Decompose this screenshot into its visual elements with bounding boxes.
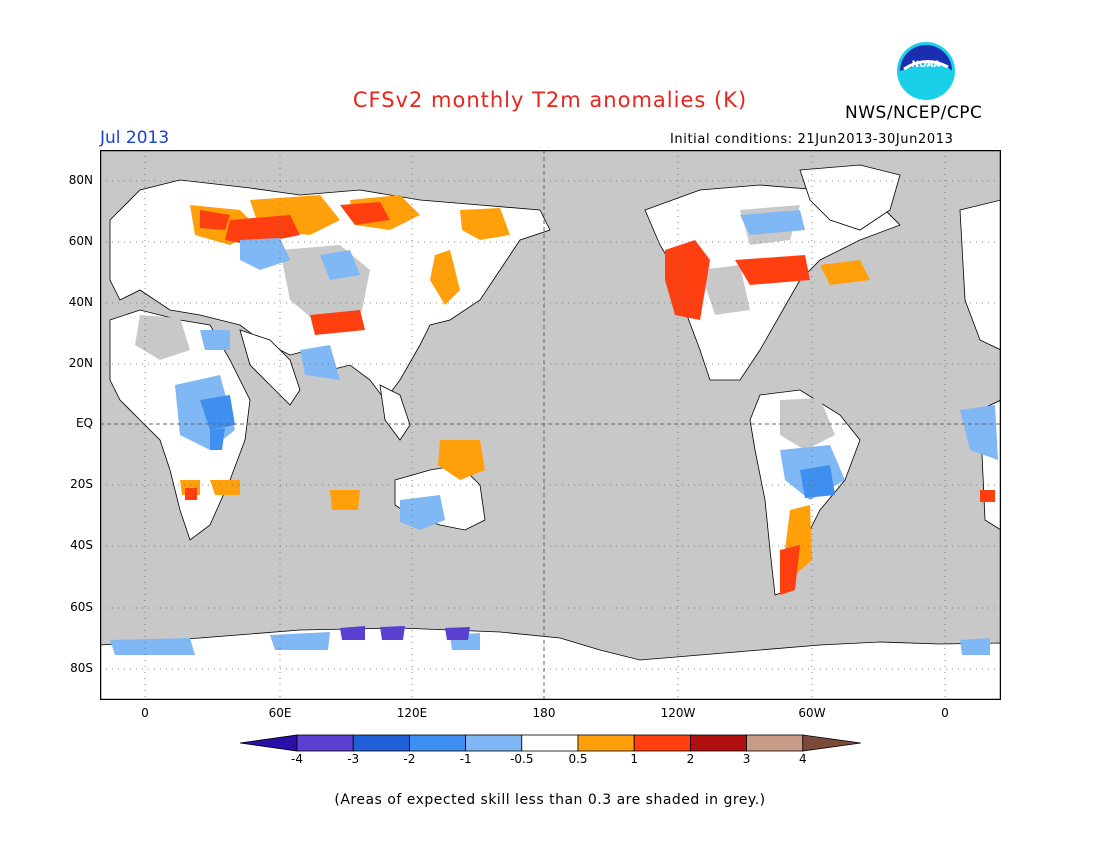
orange-patch-9 — [460, 208, 510, 240]
colorbar-tick-label: 2 — [686, 752, 695, 766]
lightblue-patch-29 — [300, 345, 340, 380]
red-patch-22 — [735, 255, 810, 285]
lightblue-patch-35 — [110, 638, 195, 655]
skill-note: (Areas of expected skill less than 0.3 a… — [334, 792, 766, 808]
longitude-label: 60E — [268, 706, 292, 720]
se-asia-land — [379, 384, 411, 441]
month-label: Jul 2013 — [100, 128, 170, 148]
red-patch-19 — [340, 202, 390, 225]
orange-patch-16 — [820, 260, 870, 285]
colorbar-tick-label: -3 — [347, 752, 360, 766]
anomaly-patches — [110, 195, 998, 655]
latitude-label: 60S — [70, 600, 93, 614]
colorbar-segment — [296, 734, 354, 752]
chart-title: CFSv2 monthly T2m anomalies (K) — [352, 88, 748, 112]
latitude-label: 20N — [68, 356, 93, 370]
colorbar-tick-label: -2 — [403, 752, 416, 766]
europe-east-edge-land — [959, 199, 1001, 351]
longitude-label: 0 — [941, 706, 949, 720]
colorbar-tick-label: 3 — [742, 752, 751, 766]
colorbar-left-arrow — [240, 734, 298, 752]
latitude-label: 80N — [68, 173, 93, 187]
orange-patch-11 — [438, 440, 485, 480]
lightblue-patch-30 — [400, 495, 445, 530]
red-patch-23 — [780, 545, 800, 595]
colorbar — [240, 734, 861, 752]
red-patch-25 — [980, 490, 995, 502]
colorbar-tick-label: -1 — [459, 752, 472, 766]
latitude-label: EQ — [75, 416, 93, 430]
longitude-label: 180 — [532, 706, 556, 720]
lightblue-patch-34 — [960, 405, 998, 460]
blue-patch-41 — [210, 428, 225, 450]
longitude-label: 120E — [396, 706, 428, 720]
orange-patch-10 — [430, 250, 460, 305]
red-patch-17 — [200, 210, 230, 230]
colorbar-segment — [408, 734, 466, 752]
colorbar-segment — [746, 734, 804, 752]
colorbar-segment — [577, 734, 635, 752]
orange-patch-14 — [210, 480, 240, 495]
lightblue-patch-38 — [960, 638, 990, 655]
colorbar-tick-label: 0.5 — [568, 752, 588, 766]
orange-patch-12 — [330, 490, 360, 510]
latitude-label: 80S — [70, 661, 93, 675]
arabia-india-land — [239, 329, 301, 406]
lightblue-patch-27 — [320, 250, 360, 280]
map-frame — [100, 150, 1001, 700]
colorbar-segment — [521, 734, 579, 752]
colorbar-segment — [352, 734, 410, 752]
colorbar-tick-label: -0.5 — [510, 752, 534, 766]
colorbar-right-arrow — [802, 734, 861, 752]
latitude-label: 20S — [70, 477, 93, 491]
red-patch-18 — [225, 215, 300, 245]
indigo-patch-44 — [445, 627, 470, 640]
colorbar-tick-label: -4 — [291, 752, 303, 766]
blue-patch-39 — [200, 395, 235, 430]
colorbar-segment — [689, 734, 747, 752]
agency-label: NWS/NCEP/CPC — [845, 103, 983, 123]
red-patch-24 — [185, 488, 197, 500]
colorbar-segment — [465, 734, 523, 752]
latitude-label: 40N — [68, 295, 93, 309]
initial-conditions-label: Initial conditions: 21Jun2013-30Jun2013 — [670, 132, 954, 147]
colorbar-tick-label: 4 — [798, 752, 807, 766]
blue-patch-40 — [800, 465, 835, 498]
indigo-patch-43 — [380, 626, 405, 640]
red-patch-21 — [665, 240, 710, 320]
lightblue-patch-33 — [200, 330, 230, 350]
latitude-label: 40S — [70, 538, 93, 552]
lightblue-patch-26 — [240, 238, 290, 270]
lightblue-patch-36 — [270, 632, 330, 650]
indigo-patch-42 — [340, 626, 365, 640]
anomaly-map — [100, 150, 1001, 700]
grey-patch-2 — [700, 265, 750, 315]
longitude-label: 0 — [141, 706, 149, 720]
lightblue-patch-32 — [740, 210, 805, 235]
longitude-label: 60W — [798, 706, 826, 720]
red-patch-20 — [310, 310, 365, 335]
latitude-label: 60N — [68, 234, 93, 248]
longitude-label: 120W — [660, 706, 696, 720]
noaa-logo: NOAA — [897, 42, 955, 100]
colorbar-segment — [633, 734, 691, 752]
grey-patch-1 — [135, 315, 190, 360]
noaa-logo-text: NOAA — [912, 60, 941, 70]
graticule — [100, 150, 1001, 700]
colorbar-tick-label: 1 — [630, 752, 638, 766]
